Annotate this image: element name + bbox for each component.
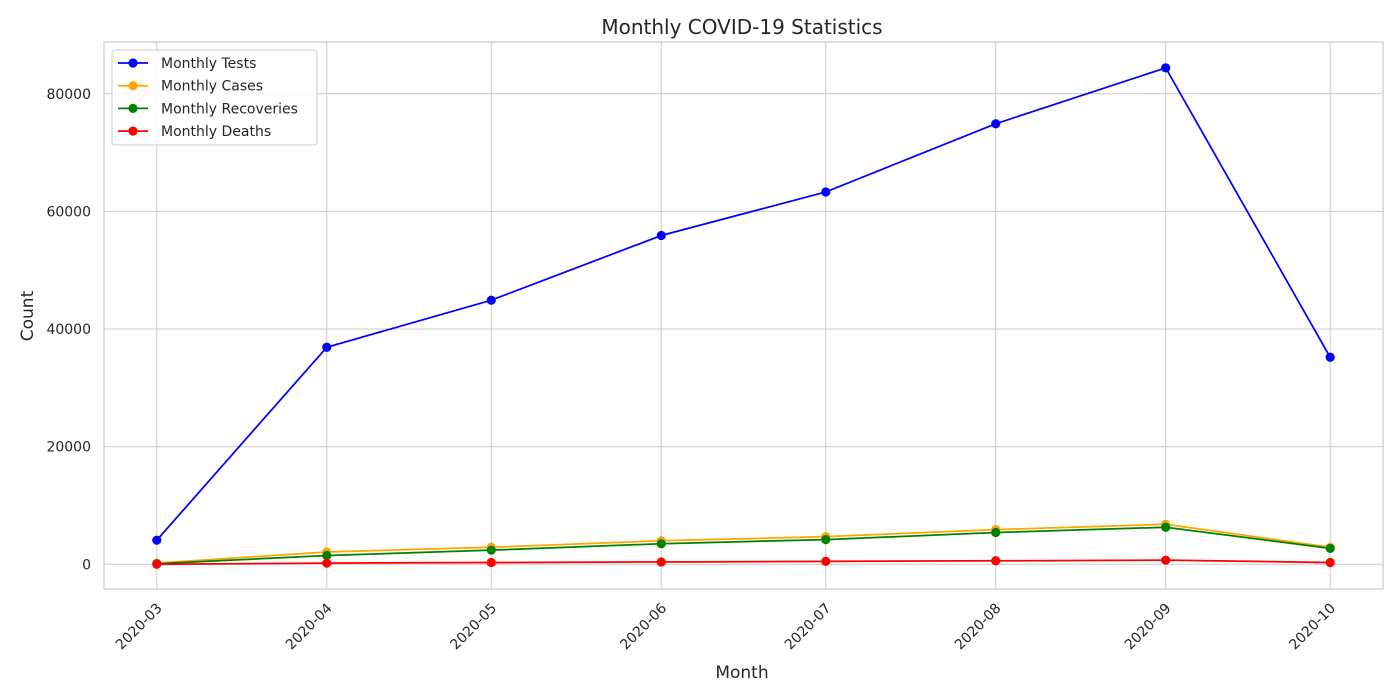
data-point bbox=[322, 550, 332, 561]
series-line bbox=[156, 66, 1331, 541]
data-point bbox=[322, 342, 332, 352]
x-tick-label: 2020-04 bbox=[283, 600, 336, 653]
data-point bbox=[152, 535, 162, 545]
chart-title: Monthly COVID-19 Statistics bbox=[601, 15, 882, 39]
x-tick-label: 2020-09 bbox=[1122, 601, 1175, 654]
data-point bbox=[1325, 543, 1335, 554]
series-monthly-deaths bbox=[152, 555, 1335, 569]
y-tick-label: 40000 bbox=[46, 322, 91, 338]
data-point bbox=[821, 187, 831, 197]
data-point bbox=[1161, 63, 1171, 73]
data-point bbox=[322, 558, 332, 568]
x-tick-label: 2020-06 bbox=[617, 600, 670, 653]
data-point bbox=[486, 545, 496, 555]
data-point bbox=[656, 230, 666, 241]
x-tick-label: 2020-05 bbox=[447, 601, 500, 654]
legend-entry: Monthly Cases bbox=[161, 79, 263, 95]
x-tick-label: 2020-07 bbox=[782, 601, 835, 654]
legend-marker bbox=[128, 103, 138, 113]
data-point bbox=[1161, 522, 1171, 532]
x-axis-label: Month bbox=[715, 663, 768, 683]
legend: Monthly Tests Monthly Cases Monthly Recove… bbox=[111, 49, 318, 146]
y-axis-label: Count bbox=[18, 290, 38, 341]
data-point bbox=[656, 557, 666, 567]
data-point bbox=[991, 527, 1001, 538]
data-point bbox=[486, 295, 496, 305]
x-tick-label: 2020-10 bbox=[1286, 601, 1339, 654]
legend-marker bbox=[128, 126, 138, 136]
data-point bbox=[1325, 352, 1335, 362]
data-point bbox=[991, 119, 1001, 129]
series-line bbox=[156, 526, 1331, 565]
data-point bbox=[486, 557, 496, 568]
data-point bbox=[1161, 555, 1171, 565]
data-point bbox=[821, 534, 831, 545]
legend-entry: Monthly Deaths bbox=[161, 124, 271, 140]
legend-marker bbox=[128, 81, 138, 91]
y-tick-label: 20000 bbox=[46, 440, 91, 456]
legend-box bbox=[111, 49, 318, 146]
legend-marker bbox=[128, 58, 138, 68]
data-point bbox=[1325, 557, 1335, 568]
legend-entry: Monthly Recoveries bbox=[161, 101, 298, 117]
data-point bbox=[656, 539, 666, 549]
y-tick-label: 60000 bbox=[46, 204, 91, 220]
series-line bbox=[156, 523, 1331, 564]
x-tick-label: 2020-03 bbox=[113, 601, 166, 654]
series-line bbox=[156, 559, 1331, 566]
data-point bbox=[152, 559, 162, 569]
y-tick-label: 0 bbox=[82, 557, 91, 573]
x-tick-label: 2020-08 bbox=[952, 601, 1005, 654]
y-tick-label: 80000 bbox=[46, 87, 91, 103]
legend-entry: Monthly Tests bbox=[161, 56, 256, 72]
data-point bbox=[991, 556, 1001, 566]
series-monthly-tests bbox=[152, 63, 1335, 545]
data-point bbox=[821, 556, 831, 566]
plot-frame bbox=[103, 41, 1384, 590]
